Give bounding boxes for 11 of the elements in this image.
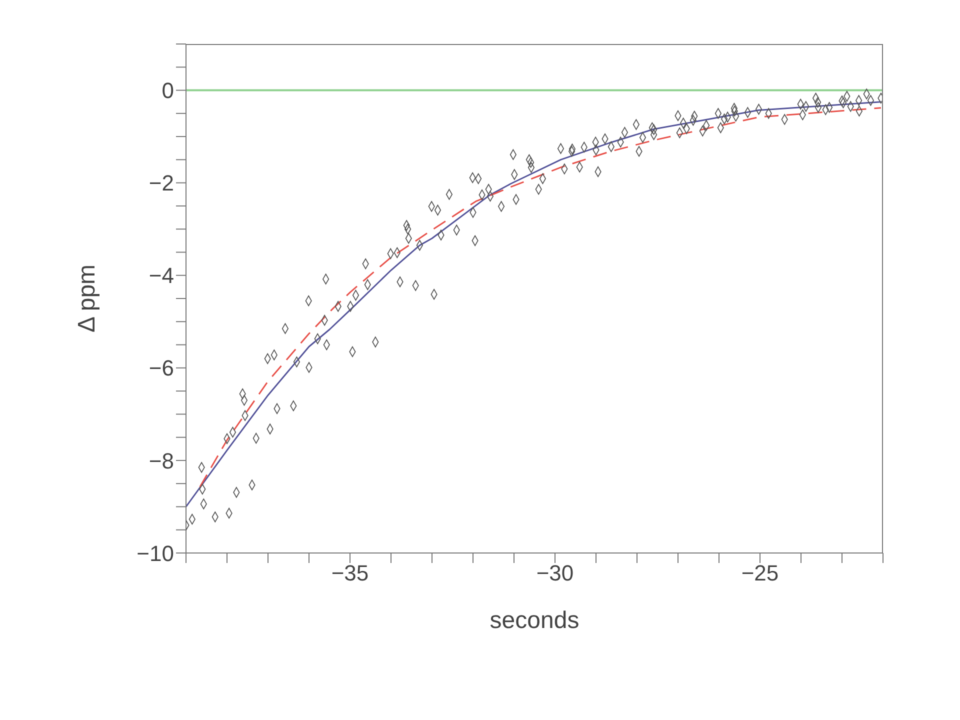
y-tick-label: −6 xyxy=(148,356,174,381)
y-tick-label: −10 xyxy=(136,540,174,566)
x-tick-label: −35 xyxy=(331,560,369,586)
x-tick-label: −30 xyxy=(536,560,574,586)
y-tick-label: −4 xyxy=(148,263,174,288)
y-tick-label: −8 xyxy=(148,448,174,474)
y-tick-label: −2 xyxy=(148,170,174,196)
y-axis-title: Δ ppm xyxy=(74,264,101,333)
x-tick-label: −25 xyxy=(741,560,779,586)
y-tick-label: 0 xyxy=(162,78,174,104)
x-axis-title: seconds xyxy=(490,607,580,634)
